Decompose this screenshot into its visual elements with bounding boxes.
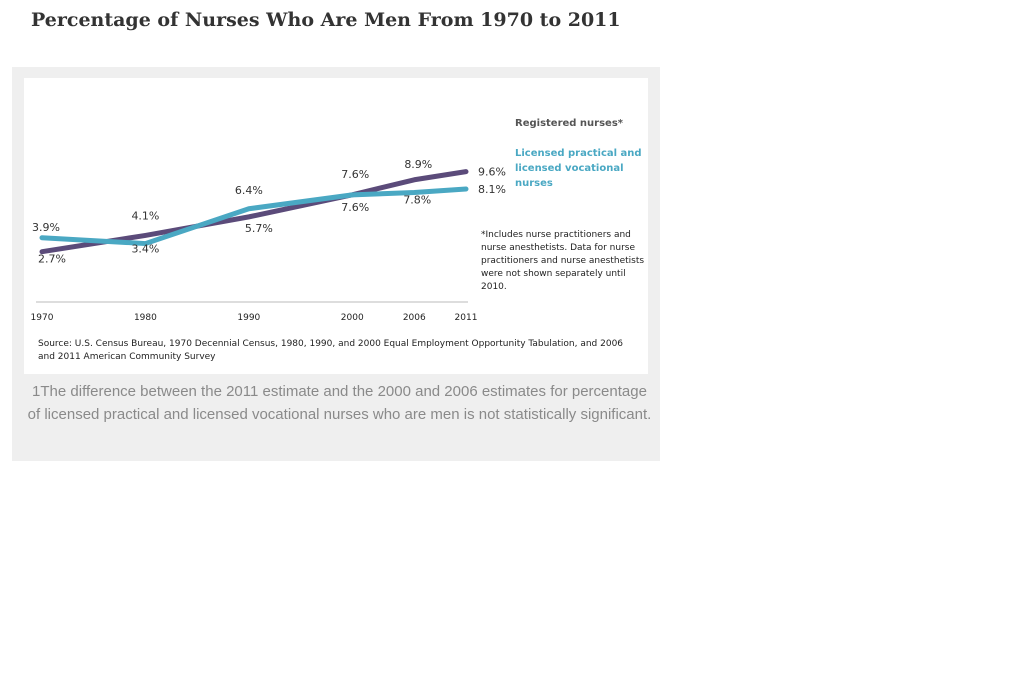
series-line-licensed-practical-nurses <box>39 186 469 247</box>
page-title: Percentage of Nurses Who Are Men From 19… <box>31 9 621 31</box>
data-label-registered-nurses: 9.6% <box>478 166 506 179</box>
chart-footnote: *Includes nurse practitioners and nurse … <box>481 230 645 292</box>
x-tick-label: 2006 <box>403 313 426 323</box>
x-tick-label: 2000 <box>341 313 364 323</box>
x-tick-label: 1990 <box>237 313 260 323</box>
figure-panel: 1970 1980 1990 2000 2006 2011 2.7% 4.1% 5.7% 7.6%… <box>12 67 660 461</box>
data-label-licensed-practical-nurses: 8.1% <box>478 183 506 196</box>
legend-licensed-practical-nurses: Licensed practical and licensed vocation… <box>515 148 642 189</box>
series-line-registered-nurses <box>39 169 469 255</box>
chart-card: 1970 1980 1990 2000 2006 2011 2.7% 4.1% 5.7% 7.6%… <box>24 78 648 374</box>
x-tick-label: 1980 <box>134 313 157 323</box>
data-label-registered-nurses: 8.9% <box>404 158 432 171</box>
x-tick-label: 2011 <box>455 313 478 323</box>
data-label-licensed-practical-nurses: 6.4% <box>235 184 263 197</box>
legend-registered-nurses: Registered nurses* <box>515 118 624 129</box>
data-label-registered-nurses: 2.7% <box>38 253 66 266</box>
x-tick-label: 1970 <box>31 313 54 323</box>
data-label-licensed-practical-nurses: 7.6% <box>341 201 369 214</box>
data-label-registered-nurses: 4.1% <box>131 209 159 222</box>
data-label-registered-nurses: 5.7% <box>245 222 273 235</box>
data-label-licensed-practical-nurses: 3.9% <box>32 221 60 234</box>
data-label-licensed-practical-nurses: 3.4% <box>131 243 159 256</box>
figure-caption: 1The difference between the 2011 estimat… <box>27 383 652 423</box>
data-label-licensed-practical-nurses: 7.8% <box>403 194 431 207</box>
source-note: Source: U.S. Census Bureau, 1970 Decenni… <box>38 339 624 362</box>
line-chart: 1970 1980 1990 2000 2006 2011 2.7% 4.1% 5.7% 7.6%… <box>31 158 506 323</box>
data-label-registered-nurses: 7.6% <box>341 168 369 181</box>
